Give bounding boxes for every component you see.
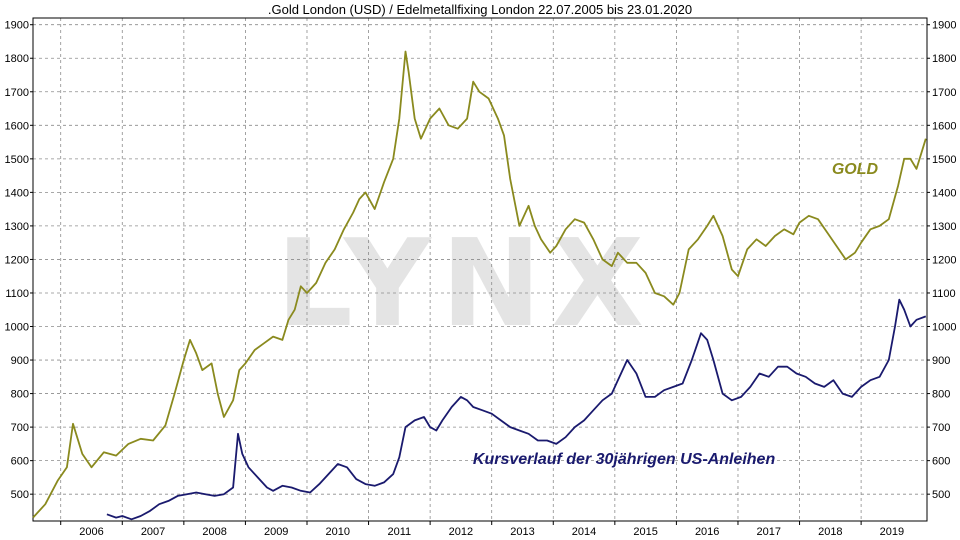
y-tick-label-left: 1900: [5, 20, 29, 32]
y-tick-label-right: 1500: [932, 154, 956, 166]
y-tick-label-right: 1700: [932, 87, 956, 99]
y-tick-label-left: 1600: [5, 120, 29, 132]
y-axis-right: 1900 1800 1700 1600 1500 1400 1300 1200 1100 1000…: [927, 20, 956, 501]
y-tick-label-right: 1000: [932, 322, 956, 334]
y-tick-label-right: 1600: [932, 120, 956, 132]
x-tick-label: 2018: [818, 526, 842, 538]
series-group: [32, 50, 927, 521]
x-tick-label: 2017: [757, 526, 781, 538]
x-tick-label: 2011: [388, 526, 412, 538]
x-tick-label: 2014: [572, 526, 596, 538]
x-tick-label: 2007: [141, 526, 165, 538]
y-tick-label-left: 1100: [5, 288, 29, 300]
y-tick-label-right: 1800: [932, 53, 956, 65]
y-tick-label-left: 800: [11, 389, 29, 401]
y-tick-label-left: 1500: [5, 154, 29, 166]
y-tick-label-left: 600: [11, 456, 29, 468]
x-tick-label: 2013: [510, 526, 534, 538]
y-tick-label-right: 1100: [932, 288, 956, 300]
x-tick-label: 2006: [79, 526, 103, 538]
lynx-watermark: LYNX: [276, 215, 654, 354]
y-tick-label-left: 1300: [5, 221, 29, 233]
y-tick-label-right: 800: [932, 389, 950, 401]
y-axis-left: 1900 1800 1700 1600 1500 1400 1300 1200 1100 1000…: [5, 20, 33, 501]
x-tick-label: 2015: [633, 526, 657, 538]
x-tick-label: 2010: [326, 526, 350, 538]
plot-frame: [32, 17, 928, 522]
y-tick-label-right: 1200: [932, 254, 956, 266]
y-tick-label-left: 1000: [5, 322, 29, 334]
series-label-bonds: Kursverlauf der 30jährigen US-Anleihen: [473, 451, 776, 468]
x-tick-label: 2016: [695, 526, 719, 538]
y-tick-label-right: 1300: [932, 221, 956, 233]
series-label-gold: GOLD: [832, 161, 879, 178]
y-tick-label-left: 700: [11, 422, 29, 434]
x-axis: 2006 2007 2008 2009 2010 2011 2012 2013 2014 2015…: [60, 521, 904, 538]
y-tick-label-left: 1200: [5, 254, 29, 266]
y-tick-label-right: 700: [932, 422, 950, 434]
y-tick-label-left: 500: [11, 489, 29, 501]
chart-title: .Gold London (USD) / Edelmetallfixing Lo…: [268, 2, 692, 17]
series-line-bonds: [106, 298, 927, 521]
x-tick-label: 2008: [202, 526, 226, 538]
x-tick-label: 2012: [449, 526, 473, 538]
y-tick-label-right: 500: [932, 489, 950, 501]
y-tick-label-right: 1400: [932, 187, 956, 199]
x-tick-label: 2009: [264, 526, 288, 538]
series-line-gold: [32, 50, 927, 519]
y-tick-label-left: 1800: [5, 53, 29, 65]
grid: [33, 18, 927, 521]
y-tick-label-left: 900: [11, 355, 29, 367]
y-tick-label-right: 900: [932, 355, 950, 367]
x-tick-label: 2019: [880, 526, 904, 538]
y-tick-label-left: 1700: [5, 87, 29, 99]
y-tick-label-right: 1900: [932, 20, 956, 32]
y-tick-label-left: 1400: [5, 187, 29, 199]
y-tick-label-right: 600: [932, 456, 950, 468]
